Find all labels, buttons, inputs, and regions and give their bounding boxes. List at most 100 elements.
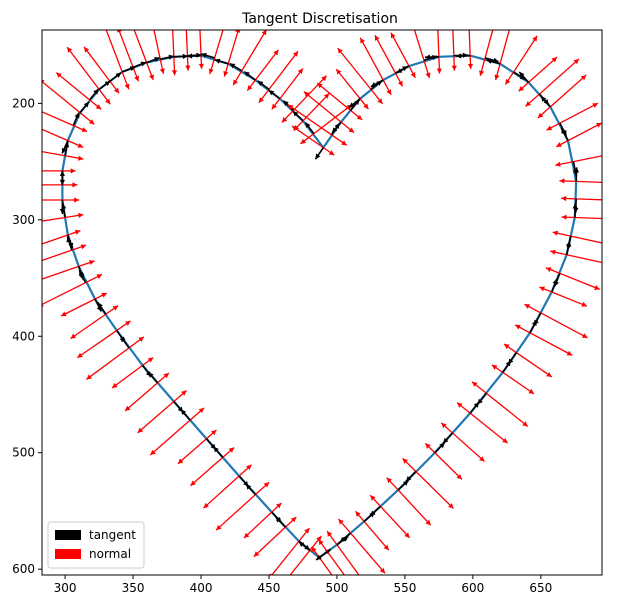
x-tick-label: 500	[325, 581, 348, 595]
normal-arrow-head	[33, 278, 39, 283]
normal-arrow-shaft	[540, 312, 588, 339]
normal-arrow-head	[532, 35, 538, 42]
normal-arrow-shaft	[111, 364, 143, 389]
normal-arrow-head	[337, 48, 343, 54]
normal-arrow-inner-head	[370, 495, 376, 501]
normal-arrow-head	[243, 532, 250, 539]
normal-arrow-inner-head	[246, 464, 252, 471]
normal-arrow-inner-head	[223, 70, 229, 77]
normal-arrow-head	[292, 51, 299, 57]
normal-arrow-inner-head	[113, 87, 120, 94]
normal-arrow-inner-head	[537, 112, 544, 119]
normal-arrow-head	[32, 243, 38, 248]
tangent-arrow-head	[573, 207, 579, 213]
normal-arrow-head	[203, 502, 209, 509]
normal-arrow-shaft	[287, 104, 332, 136]
normal-arrow-shaft	[243, 511, 273, 539]
normal-arrow-inner-head	[348, 127, 355, 133]
tangent-arrow-head	[83, 101, 89, 108]
normal-arrow-shaft	[574, 216, 602, 220]
normal-arrow-inner-head	[77, 142, 84, 148]
normal-arrow-inner-head	[247, 85, 253, 91]
y-tick-label: 400	[12, 329, 35, 343]
normal-arrow-inner-head	[181, 390, 187, 396]
normal-arrow-inner-head	[451, 65, 457, 71]
normal-arrow-inner-head	[147, 357, 154, 363]
normal-arrow-inner-head	[425, 72, 431, 78]
normal-arrow-shaft	[415, 470, 455, 510]
normal-arrow-shaft	[390, 32, 410, 67]
normal-arrow-head	[31, 260, 37, 265]
normal-arrow-shaft	[318, 557, 333, 575]
normal-arrow-shaft	[528, 56, 558, 83]
normal-arrow-inner-head	[233, 79, 238, 86]
normal-arrow-inner-head	[491, 364, 498, 370]
normal-arrow-inner-head	[81, 127, 88, 132]
normal-arrow-shaft	[413, 30, 425, 61]
normal-arrow-shaft	[42, 111, 74, 127]
normal-arrow-inner-head	[363, 103, 369, 110]
tangent-arrow-head	[244, 71, 250, 77]
normal-arrow-inner-head	[494, 74, 500, 80]
normal-arrow-head	[321, 75, 327, 82]
normal-arrow-inner-head	[74, 197, 80, 203]
tangent-arrow-head	[405, 475, 412, 482]
tangent-arrow-head	[268, 90, 275, 96]
normal-arrow-inner-head	[112, 305, 119, 311]
normal-arrow-shaft	[279, 68, 304, 100]
normal-arrow-inner-head	[436, 68, 442, 74]
normal-arrow-shaft	[133, 30, 148, 63]
normal-arrow-head	[466, 18, 471, 23]
normal-arrow-shaft	[189, 456, 224, 487]
tangent-arrow-head	[431, 55, 438, 61]
normal-arrow-inner-head	[105, 98, 111, 105]
normal-arrow-shaft	[55, 72, 90, 101]
tangent-arrow-head	[61, 147, 67, 154]
normal-arrow-shaft	[42, 128, 69, 142]
tangent-arrow-head	[246, 484, 252, 490]
axes-frame	[41, 29, 603, 576]
y-tick-label: 500	[12, 446, 35, 460]
normal-arrow-head	[566, 350, 573, 356]
normal-arrow-head	[608, 261, 613, 266]
normal-arrow-inner-head	[163, 373, 169, 379]
normal-arrow-shaft	[529, 332, 573, 356]
normal-arrow-shaft	[359, 37, 384, 81]
normal-arrow-head	[70, 333, 77, 339]
normal-arrow-inner-head	[556, 142, 562, 147]
normal-arrow-head	[617, 244, 622, 249]
normal-arrow-inner-head	[479, 70, 485, 76]
normal-arrow-shaft	[153, 30, 161, 60]
tangent-arrow-head	[462, 52, 468, 58]
x-tick-label: 650	[529, 581, 552, 595]
normal-arrow-shaft	[516, 352, 553, 378]
normal-arrow-shaft	[316, 82, 351, 111]
normal-arrow-inner-head	[149, 74, 154, 80]
x-tick-label: 550	[393, 581, 416, 595]
normal-arrow-shaft	[85, 347, 130, 380]
tangent-arrow-head	[115, 72, 122, 78]
normal-arrow-shaft	[559, 272, 601, 291]
normal-arrow-inner-head	[70, 168, 76, 174]
normal-arrow-inner-head	[198, 407, 205, 414]
tangent-arrow-head	[97, 302, 103, 309]
normal-arrow-inner-head	[355, 511, 361, 517]
normal-arrow-shaft	[502, 371, 535, 395]
normal-arrow-shaft	[559, 102, 599, 124]
normal-arrow-inner-head	[518, 85, 525, 92]
normal-arrow-shaft	[105, 30, 123, 73]
normal-arrow-head	[42, 79, 45, 84]
normal-arrow-shaft	[149, 419, 191, 456]
normal-arrow-inner-head	[386, 89, 392, 95]
normal-arrow-shaft	[573, 155, 602, 163]
normal-arrow-head	[297, 68, 303, 75]
tangent-arrow-head	[283, 100, 289, 107]
normal-arrow-inner-head	[503, 344, 510, 350]
normal-arrow-head	[253, 551, 260, 557]
normal-arrow-head	[374, 35, 380, 41]
normal-arrow-shaft	[42, 150, 66, 157]
tangent-arrow-head	[182, 53, 188, 59]
tangent-arrow-head	[334, 123, 340, 129]
normal-arrow-shaft	[42, 80, 81, 114]
